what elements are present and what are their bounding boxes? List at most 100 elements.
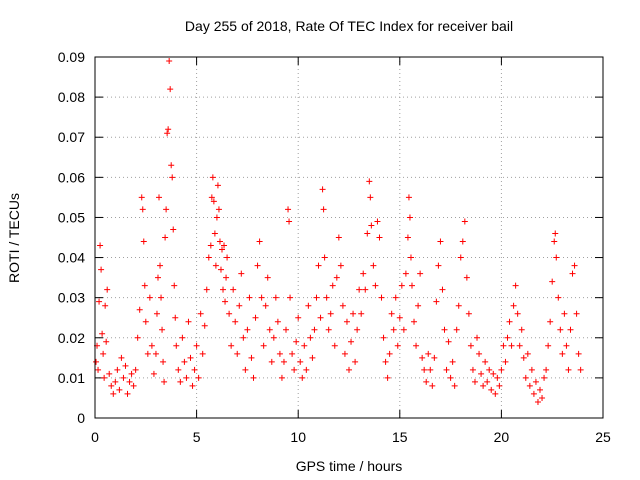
data-point — [476, 350, 483, 357]
data-point — [95, 366, 102, 373]
data-point — [490, 370, 497, 377]
data-point — [179, 334, 186, 341]
data-point — [320, 206, 327, 213]
data-point — [252, 314, 259, 321]
data-point — [333, 274, 340, 281]
data-point — [287, 294, 294, 301]
data-point — [250, 374, 257, 381]
data-point — [181, 358, 188, 365]
data-point — [356, 286, 363, 293]
data-point — [543, 366, 550, 373]
data-point — [219, 246, 225, 253]
data-point — [307, 334, 314, 341]
data-point — [551, 238, 558, 245]
data-point — [459, 238, 466, 245]
data-point — [447, 374, 454, 381]
y-tick-label: 0 — [77, 410, 85, 426]
data-point — [207, 242, 214, 249]
data-point — [158, 294, 165, 301]
data-point — [384, 374, 391, 381]
data-point — [378, 294, 385, 301]
data-point — [209, 174, 216, 181]
data-point — [168, 162, 175, 169]
data-point — [508, 342, 515, 349]
data-point — [242, 366, 249, 373]
data-point — [571, 262, 578, 269]
data-point — [136, 306, 143, 313]
data-point — [348, 338, 355, 345]
plot-frame — [94, 56, 604, 419]
data-point — [175, 366, 182, 373]
data-point — [435, 262, 442, 269]
data-point — [116, 386, 123, 393]
data-point — [520, 354, 527, 361]
data-point — [372, 282, 379, 289]
data-point — [488, 386, 495, 393]
data-point — [500, 342, 507, 349]
data-point — [325, 326, 332, 333]
data-point — [212, 262, 219, 269]
data-point — [496, 382, 503, 389]
data-point — [295, 314, 302, 321]
data-point — [453, 326, 460, 333]
data-point — [433, 298, 440, 305]
data-point — [407, 254, 414, 261]
x-tick-label: 15 — [392, 429, 408, 445]
data-point — [156, 194, 163, 201]
data-point — [289, 350, 296, 357]
data-point — [449, 358, 456, 365]
data-point — [193, 342, 200, 349]
data-point — [172, 314, 179, 321]
data-point — [392, 294, 399, 301]
data-point — [166, 58, 173, 65]
x-tick-label: 10 — [290, 429, 306, 445]
data-point — [187, 354, 194, 361]
data-point — [423, 378, 430, 385]
data-point — [309, 354, 316, 361]
y-tick-label: 0.06 — [58, 169, 85, 185]
data-point — [285, 206, 292, 213]
data-point — [162, 234, 169, 241]
data-point — [272, 294, 279, 301]
data-point — [216, 238, 223, 245]
data-point — [451, 382, 458, 389]
data-point — [370, 262, 377, 269]
data-point — [311, 326, 318, 333]
data-point — [441, 326, 448, 333]
y-tick-label: 0.05 — [58, 209, 85, 225]
data-point — [380, 334, 387, 341]
data-point — [141, 282, 148, 289]
data-point — [396, 314, 403, 321]
data-point — [321, 254, 328, 261]
data-point — [232, 318, 239, 325]
data-point — [203, 286, 210, 293]
data-point — [510, 302, 517, 309]
data-point — [197, 310, 204, 317]
data-point — [195, 374, 202, 381]
data-point — [208, 194, 215, 201]
data-point — [230, 286, 237, 293]
data-point — [293, 338, 300, 345]
data-point — [103, 338, 110, 345]
data-point — [402, 270, 409, 277]
data-point — [398, 282, 405, 289]
data-point — [331, 342, 338, 349]
data-point — [210, 198, 217, 205]
data-point — [118, 354, 125, 361]
data-point — [524, 350, 531, 357]
data-point — [205, 254, 212, 261]
data-point — [352, 358, 359, 365]
data-point — [297, 358, 304, 365]
data-point — [474, 334, 481, 341]
data-point — [463, 274, 470, 281]
data-point — [559, 350, 566, 357]
data-point — [171, 282, 178, 289]
data-point — [120, 374, 127, 381]
chart-title: Day 255 of 2018, Rate Of TEC Index for r… — [185, 18, 513, 34]
data-point — [177, 378, 184, 385]
data-point — [161, 378, 168, 385]
data-point — [502, 358, 509, 365]
data-point — [248, 354, 255, 361]
data-point — [343, 318, 350, 325]
